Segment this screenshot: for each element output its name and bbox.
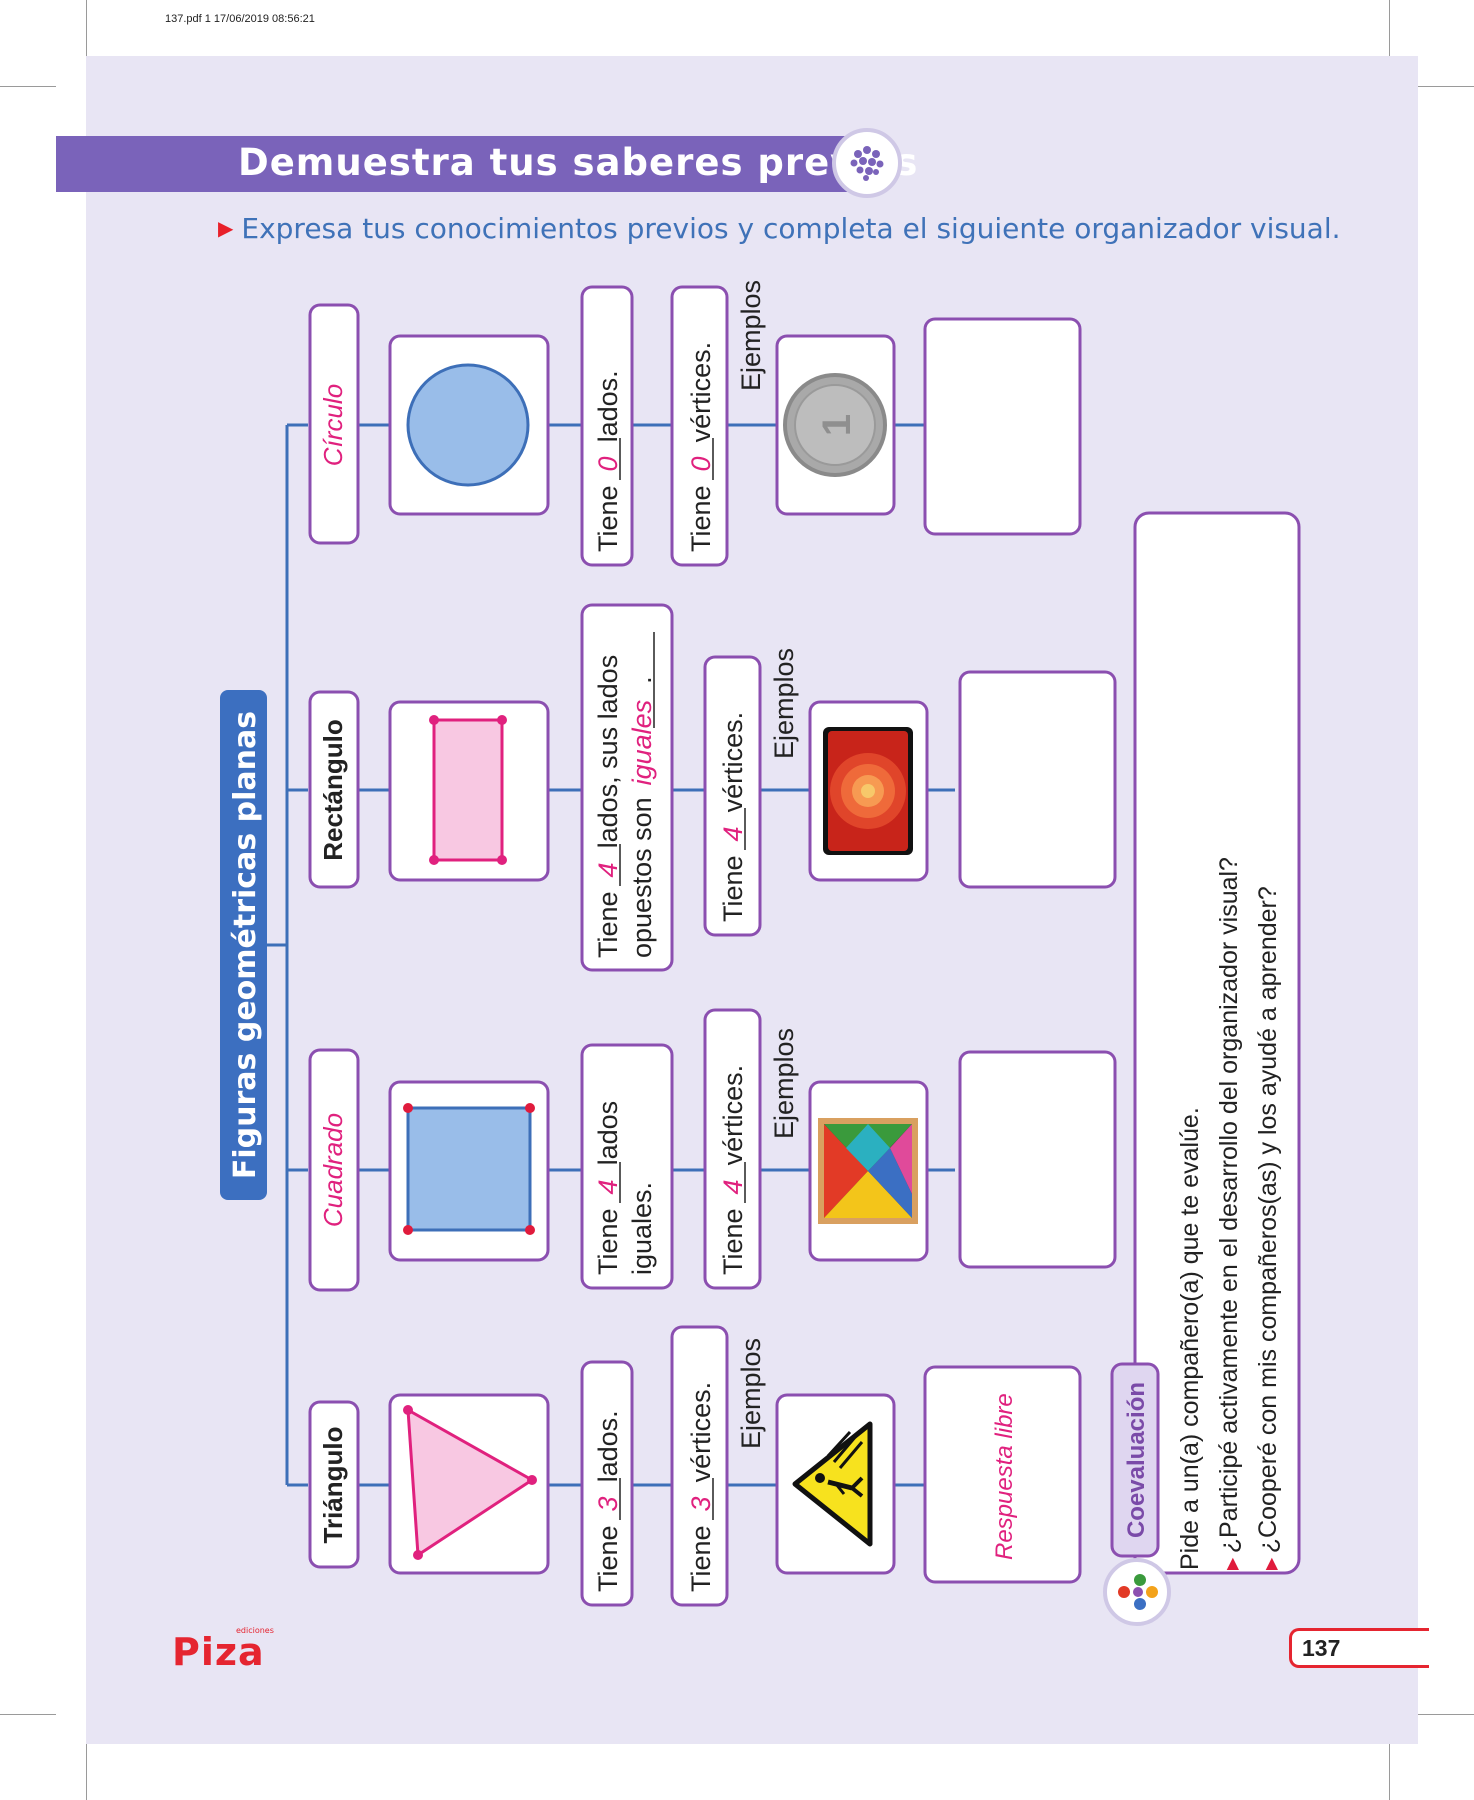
- rectangulo-sides-line2: opuestos soniguales.: [627, 676, 657, 958]
- rectangle-shape: [429, 715, 507, 865]
- coevaluacion-question-2: ▶ ¿Cooperé con mis compañeros(as) y los …: [1254, 886, 1282, 1570]
- branch-triangulo: Triángulo Tiene3lados. Tiene3vértices. E…: [308, 1325, 1082, 1607]
- cuadrado-sides-line2: iguales.: [627, 1182, 657, 1275]
- branch-cuadrado: Cuadrado Tiene4lados iguales. Tiene4vért…: [308, 1008, 1117, 1292]
- coin-image: 1: [783, 373, 887, 477]
- branch-name-circulo: Círculo: [318, 384, 348, 466]
- examples-label-circulo: Ejemplos: [736, 280, 766, 391]
- red-triangle-bullet-icon: ▶: [218, 216, 234, 240]
- instruction: ▶ Expresa tus conocimientos previos y com…: [218, 212, 1341, 245]
- publisher-logo: Piza ediciones: [172, 1626, 274, 1674]
- circulo-sides-text: Tiene0lados.: [593, 370, 623, 552]
- tangram-image: [818, 1118, 918, 1224]
- examples-label-cuadrado: Ejemplos: [769, 1028, 799, 1139]
- publisher-logo-subtext: ediciones: [236, 1626, 274, 1635]
- branch-name-cuadrado: Cuadrado: [318, 1113, 348, 1227]
- triangulo-vertices-text: Tiene3vértices.: [686, 1382, 716, 1592]
- svg-text:1: 1: [815, 414, 859, 436]
- section-banner: [56, 136, 848, 192]
- publisher-logo-text: Piza: [172, 1630, 265, 1674]
- triangle-shape: [403, 1405, 537, 1560]
- cuadrado-vertices-text: Tiene4vértices.: [718, 1065, 748, 1275]
- root-node: Figuras geométricas planas: [220, 690, 267, 1200]
- rectangulo-sides-line1: Tiene4lados, sus lados: [593, 655, 623, 958]
- coevaluacion-question-1: ▶ ¿Participé activamente en el desarroll…: [1215, 857, 1243, 1570]
- red-triangle-bullet-icon: ▶: [1263, 1553, 1280, 1570]
- crop-mark: [0, 1714, 56, 1715]
- crop-mark: [1389, 0, 1390, 56]
- coevaluacion-title: Coevaluación: [1123, 1382, 1150, 1538]
- team-icon: [1103, 1558, 1171, 1626]
- red-triangle-bullet-icon: ▶: [1224, 1553, 1241, 1570]
- circle-shape: [406, 363, 530, 487]
- page-number-box: [1289, 1628, 1429, 1668]
- instruction-text: Expresa tus conocimientos previos y comp…: [241, 212, 1341, 245]
- cuadrado-sides-line1: Tiene4lados: [593, 1101, 623, 1275]
- rectangulo-vertices-text: Tiene4vértices.: [718, 712, 748, 922]
- examples-label-triangulo: Ejemplos: [736, 1338, 766, 1449]
- root-label: Figuras geométricas planas: [228, 711, 263, 1179]
- coevaluacion-prompt: Pide a un(a) compañero(a) que te evalúe.: [1176, 1107, 1204, 1570]
- branch-name-rectangulo: Rectángulo: [318, 719, 348, 861]
- coevaluacion-panel: Coevaluación Pide a un(a) compañero(a) q…: [1103, 511, 1301, 1626]
- crop-mark: [86, 0, 87, 56]
- crop-mark: [0, 86, 56, 87]
- print-info: 137.pdf 1 17/06/2019 08:56:21: [165, 13, 315, 25]
- triangulo-sides-text: Tiene3lados.: [593, 1410, 623, 1592]
- network-icon: [832, 128, 902, 198]
- warning-sign-image: [792, 1421, 873, 1547]
- examples-label-rectangulo: Ejemplos: [769, 648, 799, 759]
- page-number: 137: [1302, 1635, 1341, 1661]
- tablet-image: [823, 727, 913, 855]
- crop-mark: [86, 1744, 87, 1800]
- branch-rectangulo: Rectángulo Tiene4lados, sus lados opuest…: [308, 603, 1117, 972]
- crop-mark: [1418, 86, 1474, 87]
- crop-mark: [1389, 1744, 1390, 1800]
- answer-respuesta-libre: Respuesta libre: [991, 1393, 1018, 1560]
- section-title: Demuestra tus saberes previos: [238, 141, 919, 184]
- crop-mark: [1418, 1714, 1474, 1715]
- square-shape: [403, 1103, 535, 1235]
- branch-circulo: Círculo Tiene0lados. Tiene0vértices. Eje…: [308, 280, 1082, 567]
- circulo-vertices-text: Tiene0vértices.: [686, 342, 716, 552]
- branch-name-triangulo: Triángulo: [318, 1427, 348, 1544]
